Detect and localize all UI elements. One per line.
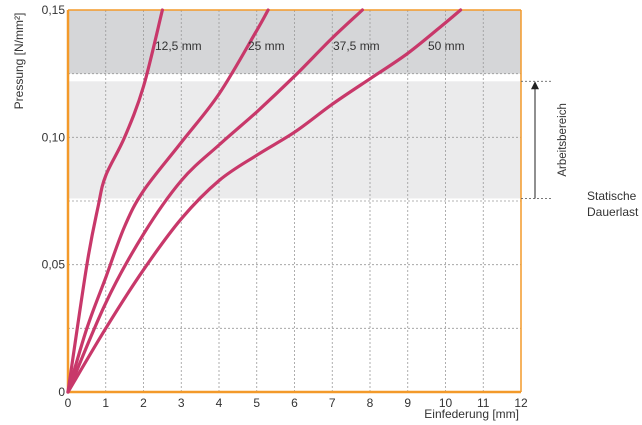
series-line-0 xyxy=(66,8,164,394)
y-tick-label: 0,10 xyxy=(42,130,66,144)
statische-label-line1: Statische xyxy=(587,189,637,203)
x-tick-labels: 0 1 2 3 4 5 6 7 8 9 10 11 12 xyxy=(65,396,528,410)
x-tick-label: 7 xyxy=(329,396,336,410)
y-tick-label: 0,05 xyxy=(42,258,66,272)
series-lines xyxy=(66,8,463,394)
series-label: 12,5 mm xyxy=(155,39,202,53)
x-tick-label: 3 xyxy=(178,396,185,410)
x-tick-label: 0 xyxy=(65,396,72,410)
x-tick-label: 8 xyxy=(367,396,374,410)
x-axis-label: Einfederung [mm] xyxy=(424,407,519,421)
x-tick-label: 5 xyxy=(253,396,260,410)
y-tick-labels: 0 0,05 0,10 0,15 xyxy=(42,3,66,399)
series-label: 37,5 mm xyxy=(333,39,380,53)
series-label: 25 mm xyxy=(248,39,285,53)
x-tick-label: 11 xyxy=(477,396,490,410)
x-tick-label: 6 xyxy=(291,396,298,410)
x-tick-label: 9 xyxy=(404,396,411,410)
x-tick-label: 1 xyxy=(102,396,109,410)
y-tick-label: 0 xyxy=(58,385,65,399)
grid-lines xyxy=(68,10,521,392)
series-line-1 xyxy=(66,8,270,394)
y-axis-label: Pressung [N/mm²] xyxy=(12,13,26,110)
series-labels: 12,5 mm 25 mm 37,5 mm 50 mm xyxy=(155,39,465,53)
arbeitsbereich-label: Arbeitsbereich xyxy=(557,103,569,177)
y-tick-label: 0,15 xyxy=(42,3,66,17)
series-label: 50 mm xyxy=(428,39,465,53)
series-line-2 xyxy=(66,8,364,394)
x-tick-label: 4 xyxy=(216,396,223,410)
statische-label-line2: Dauerlast xyxy=(587,205,639,219)
arbeitsbereich-arrow-head xyxy=(531,81,539,90)
x-tick-label: 10 xyxy=(439,396,453,410)
series-line-3 xyxy=(66,8,463,394)
x-tick-label: 2 xyxy=(140,396,147,410)
x-tick-label: 12 xyxy=(514,396,528,410)
axes xyxy=(66,9,522,394)
annotations: Arbeitsbereich Statische Dauerlast xyxy=(521,80,639,219)
